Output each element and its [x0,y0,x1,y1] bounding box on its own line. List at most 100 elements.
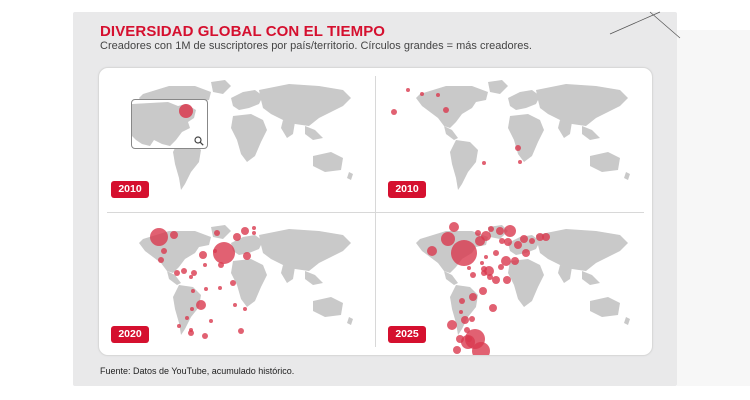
creator-bubble [511,257,519,265]
world-map [139,80,353,190]
creator-bubble [177,324,181,328]
creator-bubble [466,336,472,342]
creator-bubble [482,161,486,165]
map-panel-2010: 2010 [376,68,652,211]
creator-bubble [420,92,424,96]
creator-bubble [464,327,470,333]
land-new-zealand [347,172,353,180]
creator-bubble [436,93,440,97]
creator-bubble [472,342,490,355]
creator-bubble [461,316,469,324]
bubbles-layer [427,222,550,355]
creator-bubble [481,266,487,272]
creator-bubble [475,230,481,236]
creator-bubble [427,246,437,256]
land-south-america [450,140,478,190]
creator-bubble [213,249,217,253]
creator-bubble [501,256,511,266]
creator-bubble [449,222,459,232]
vertical-divider [375,76,376,347]
creator-bubble [542,233,550,241]
maps-card: 2010 2010 2020 2025 [98,67,653,356]
magnifier-icon[interactable] [194,136,204,146]
creator-bubble [459,310,463,314]
creator-bubble [252,226,256,230]
creator-bubble [459,298,465,304]
land-central-america [444,271,458,285]
creator-bubble [504,225,516,237]
land-australia [313,152,343,172]
creator-bubble [243,307,247,311]
land-south-america [173,285,201,335]
creator-bubble [504,238,512,246]
land-africa [231,259,267,307]
land-central-america [444,126,458,140]
creator-bubble [238,328,244,334]
land-greenland [488,80,508,94]
land-africa [231,114,267,162]
creator-bubble [218,286,222,290]
land-europe [508,90,540,110]
creator-bubble [518,160,522,164]
creator-bubble [453,346,461,354]
land-india [558,120,572,138]
creator-bubble [174,270,180,276]
creator-bubble [158,257,164,263]
creator-bubble [241,227,249,235]
year-badge: 2010 [111,181,149,198]
land-africa [508,259,544,307]
land-australia [313,297,343,317]
land-southeast-asia [582,126,600,140]
creator-bubble [522,249,530,257]
land-south-america [173,140,201,190]
creator-bubble [188,330,194,336]
creator-bubble [496,227,504,235]
land-north-america [416,86,488,128]
land-new-zealand [624,172,630,180]
map-panel-2020: 2020 [99,213,375,355]
page-title: DIVERSIDAD GLOBAL CON EL TIEMPO [100,23,386,40]
background-strip [677,30,750,386]
land-new-zealand [347,317,353,325]
creator-bubble [536,233,544,241]
creator-bubble [406,88,410,92]
year-badge: 2025 [388,326,426,343]
zoom-inset[interactable] [131,99,208,149]
creator-bubble [191,270,197,276]
map-panel-2010-inset: 2010 [99,68,375,211]
creator-bubble [487,274,493,280]
creator-bubble [218,262,224,268]
creator-bubble [230,280,236,286]
creator-bubble [492,276,500,284]
land-southeast-asia [305,126,323,140]
year-badge: 2010 [388,181,426,198]
creator-bubble [214,230,220,236]
land-asia [259,229,351,271]
creator-bubble [515,145,521,151]
creator-bubble [161,248,167,254]
creator-bubble [243,252,251,260]
creator-bubble [190,307,194,311]
creator-bubble [479,287,487,295]
horizontal-divider [107,212,644,213]
creator-bubble [252,231,256,235]
creator-bubble [489,304,497,312]
source-note: Fuente: Datos de YouTube, acumulado hist… [100,366,295,376]
world-map [416,80,630,190]
page-subtitle: Creadores con 1M de suscriptores por paí… [100,40,532,52]
creator-bubble [189,275,193,279]
creator-bubble [451,240,477,266]
land-india [558,265,572,283]
bubbles-layer [391,88,522,165]
land-new-zealand [624,317,630,325]
creator-bubble [503,276,511,284]
land-greenland [211,225,231,239]
map-panel-2025: 2025 [376,213,652,355]
creator-bubble [514,241,522,249]
bubbles-layer [150,226,256,339]
creator-bubble [170,231,178,239]
land-southeast-asia [582,271,600,285]
creator-bubble [480,261,484,265]
creator-bubble [475,236,485,246]
land-southeast-asia [305,271,323,285]
